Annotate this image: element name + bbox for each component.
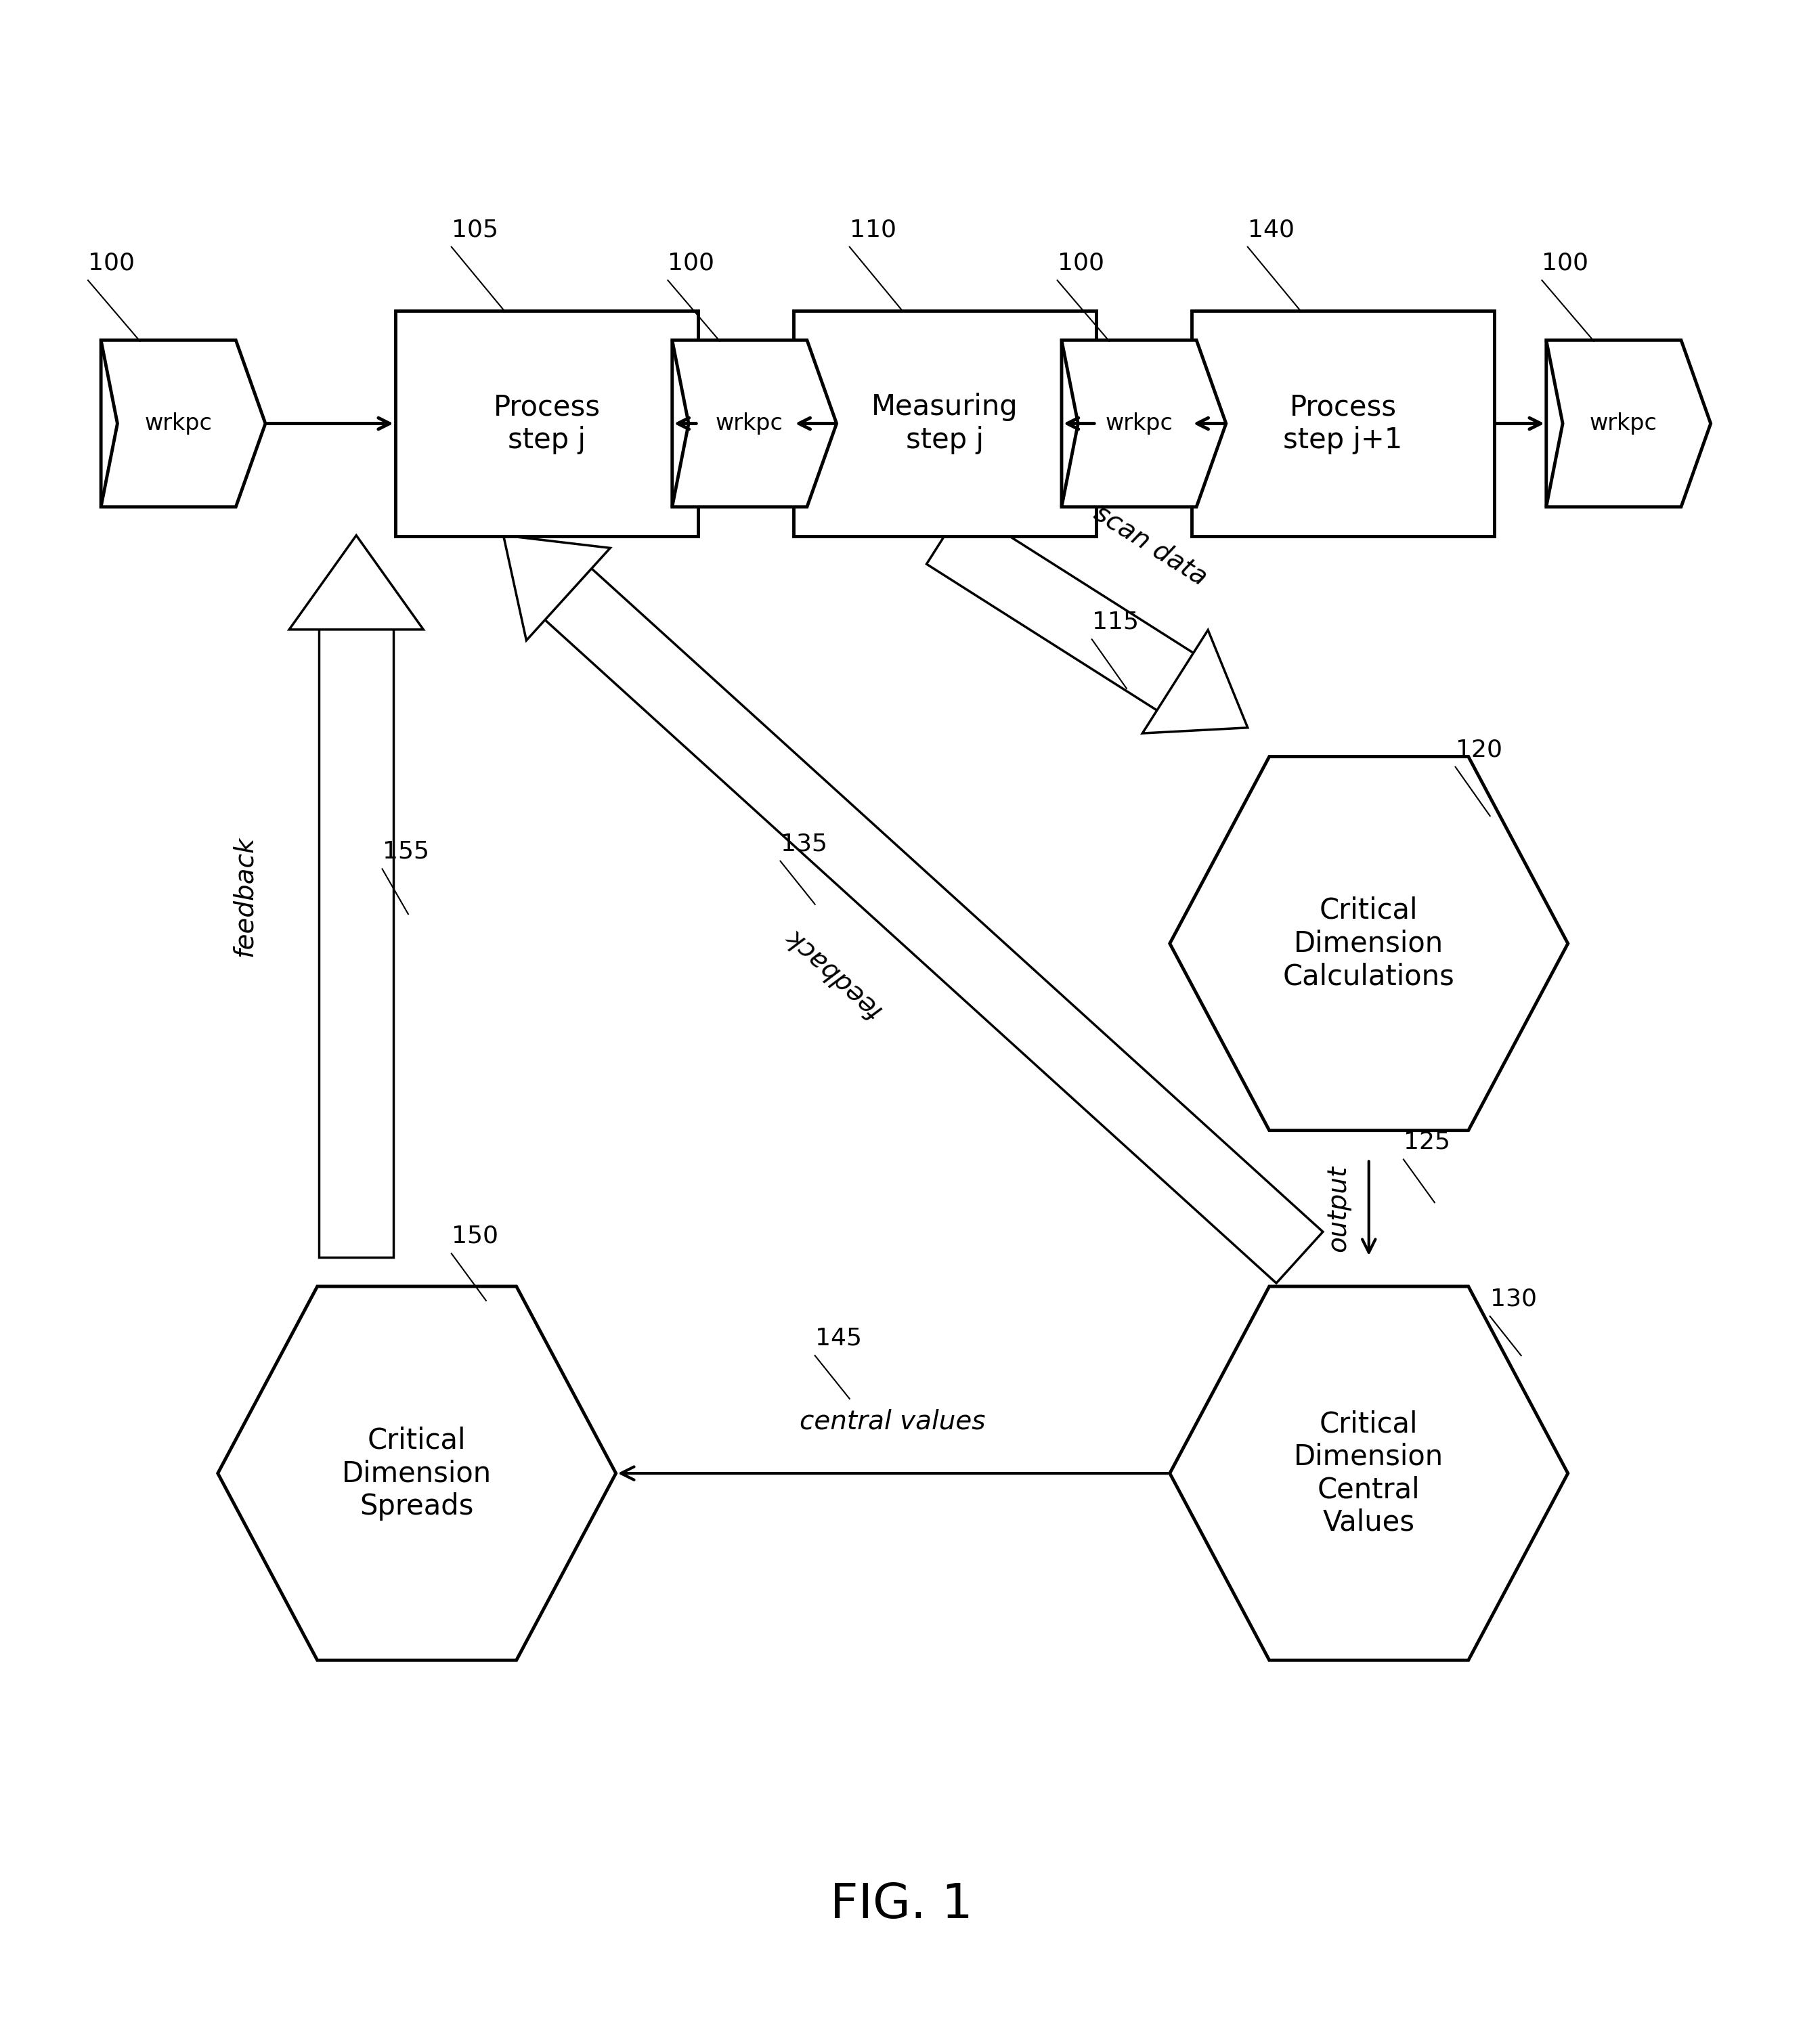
Text: 140: 140 bbox=[1248, 219, 1295, 241]
Text: 125: 125 bbox=[1403, 1130, 1450, 1153]
Polygon shape bbox=[218, 1286, 617, 1660]
Text: wrkpc: wrkpc bbox=[144, 413, 213, 435]
Text: feedback: feedback bbox=[231, 836, 258, 957]
Text: Process
step j+1: Process step j+1 bbox=[1284, 392, 1403, 454]
Text: 120: 120 bbox=[1455, 738, 1502, 760]
Text: 135: 135 bbox=[781, 832, 828, 854]
Polygon shape bbox=[503, 536, 609, 640]
Polygon shape bbox=[1170, 756, 1569, 1130]
Text: central values: central values bbox=[801, 1408, 986, 1435]
Polygon shape bbox=[1143, 630, 1248, 734]
Text: 115: 115 bbox=[1093, 611, 1139, 634]
Text: 105: 105 bbox=[451, 219, 498, 241]
Polygon shape bbox=[521, 546, 1323, 1284]
Text: 155: 155 bbox=[382, 840, 429, 863]
Text: 145: 145 bbox=[815, 1327, 862, 1349]
Text: 100: 100 bbox=[1057, 251, 1103, 274]
Text: Measuring
step j: Measuring step j bbox=[871, 392, 1019, 454]
Polygon shape bbox=[1062, 339, 1226, 507]
Text: 100: 100 bbox=[1542, 251, 1588, 274]
Polygon shape bbox=[673, 339, 837, 507]
Text: 130: 130 bbox=[1489, 1288, 1536, 1310]
Text: Process
step j: Process step j bbox=[494, 392, 600, 454]
Polygon shape bbox=[101, 339, 265, 507]
Text: 100: 100 bbox=[667, 251, 714, 274]
Text: scan data: scan data bbox=[1089, 501, 1212, 591]
Polygon shape bbox=[927, 507, 1221, 728]
Text: wrkpc: wrkpc bbox=[716, 413, 783, 435]
Bar bbox=[793, 311, 1096, 536]
Text: FIG. 1: FIG. 1 bbox=[829, 1883, 974, 1927]
Text: 110: 110 bbox=[849, 219, 896, 241]
Polygon shape bbox=[288, 536, 424, 630]
Text: wrkpc: wrkpc bbox=[1105, 413, 1172, 435]
Text: Critical
Dimension
Spreads: Critical Dimension Spreads bbox=[343, 1427, 492, 1521]
Text: wrkpc: wrkpc bbox=[1590, 413, 1657, 435]
Bar bbox=[1192, 311, 1495, 536]
Text: output: output bbox=[1325, 1165, 1350, 1251]
Polygon shape bbox=[1170, 1286, 1569, 1660]
Text: feedback: feedback bbox=[779, 924, 885, 1024]
Text: Critical
Dimension
Calculations: Critical Dimension Calculations bbox=[1284, 897, 1455, 991]
Text: Critical
Dimension
Central
Values: Critical Dimension Central Values bbox=[1295, 1410, 1444, 1537]
Bar bbox=[395, 311, 698, 536]
Polygon shape bbox=[319, 595, 393, 1257]
Text: 100: 100 bbox=[88, 251, 135, 274]
Text: 150: 150 bbox=[451, 1224, 498, 1247]
Polygon shape bbox=[1547, 339, 1711, 507]
